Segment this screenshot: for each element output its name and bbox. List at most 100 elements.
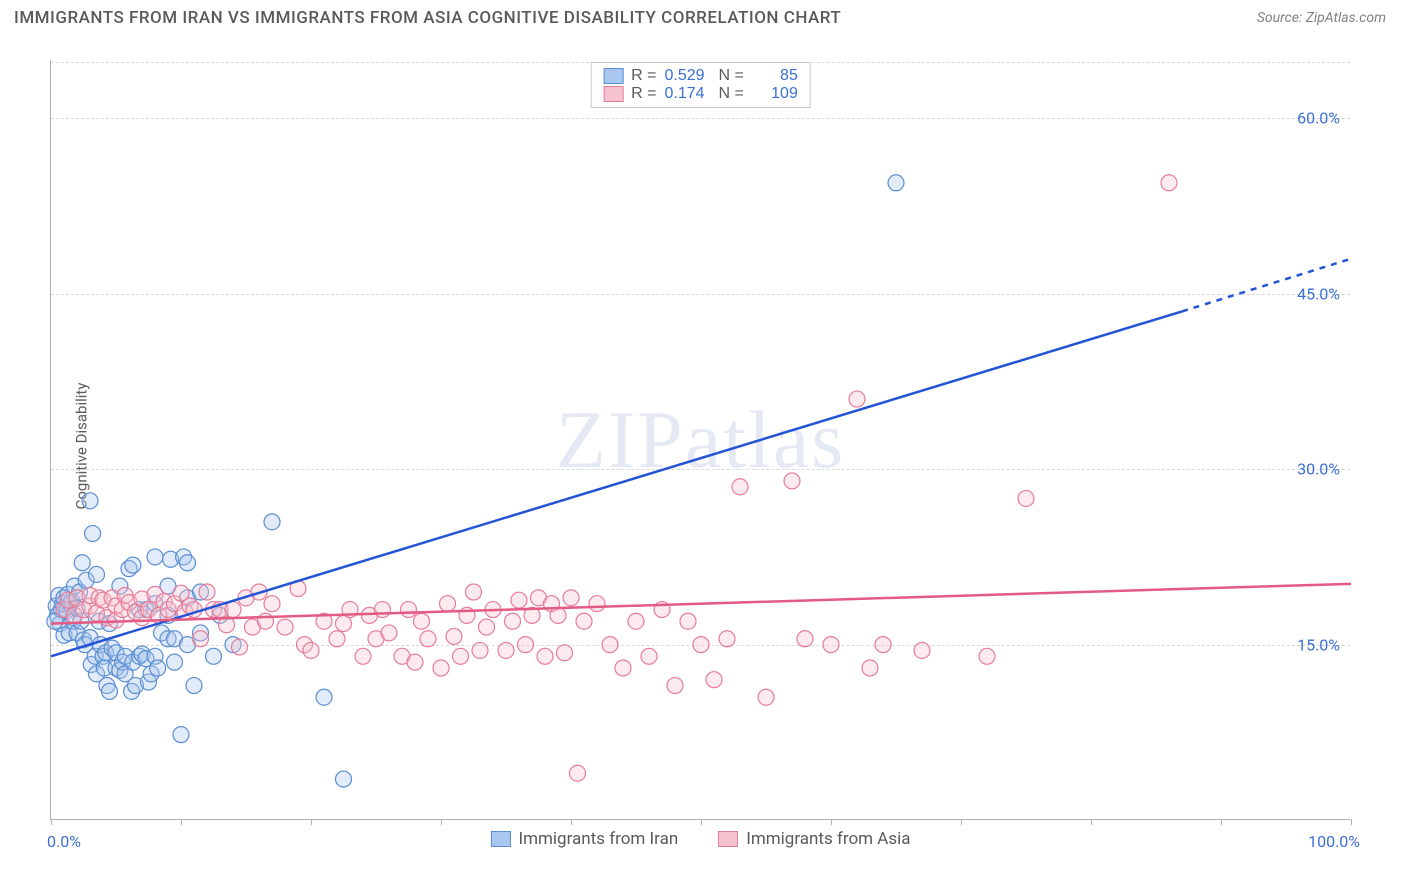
- r-value-iran: 0.529: [665, 67, 711, 85]
- scatter-point: [193, 631, 209, 647]
- stats-row-iran: R = 0.529 N = 85: [603, 67, 798, 85]
- scatter-point: [329, 631, 345, 647]
- scatter-point: [440, 596, 456, 612]
- scatter-point: [466, 584, 482, 600]
- scatter-point: [511, 592, 527, 608]
- scatter-point: [446, 628, 462, 644]
- scatter-point: [537, 648, 553, 664]
- trend-line-dashed: [1182, 259, 1351, 312]
- scatter-point: [784, 473, 800, 489]
- x-tick: [1091, 819, 1092, 825]
- swatch-asia-icon: [603, 86, 623, 102]
- x-tick: [831, 819, 832, 825]
- scatter-point: [420, 631, 436, 647]
- scatter-point: [173, 727, 189, 743]
- scatter-point: [453, 648, 469, 664]
- scatter-point: [277, 619, 293, 635]
- x-tick-min: 0.0%: [47, 832, 81, 851]
- scatter-point: [563, 590, 579, 606]
- scatter-point: [979, 648, 995, 664]
- n-value-iran: 85: [752, 67, 798, 85]
- scatter-point: [589, 596, 605, 612]
- scatter-point: [303, 642, 319, 658]
- scatter-point: [186, 678, 202, 694]
- x-tick: [441, 819, 442, 825]
- scatter-point: [414, 613, 430, 629]
- scatter-point: [732, 479, 748, 495]
- stats-legend-box: R = 0.529 N = 85 R = 0.174 N = 109: [590, 62, 811, 108]
- scatter-point: [407, 654, 423, 670]
- x-tick-max: 100.0%: [1308, 832, 1360, 851]
- scatter-point: [102, 683, 118, 699]
- scatter-point: [401, 602, 417, 618]
- legend-item-asia: Immigrants from Asia: [718, 829, 910, 849]
- scatter-point: [232, 639, 248, 655]
- scatter-point: [433, 660, 449, 676]
- x-tick: [311, 819, 312, 825]
- scatter-point: [89, 566, 105, 582]
- scatter-point: [557, 645, 573, 661]
- scatter-point: [505, 613, 521, 629]
- scatter-point: [199, 584, 215, 600]
- source-attribution: Source: ZipAtlas.com: [1257, 10, 1386, 26]
- series-legend: Immigrants from Iran Immigrants from Asi…: [490, 829, 910, 849]
- scatter-point: [472, 642, 488, 658]
- scatter-point: [641, 648, 657, 664]
- scatter-point: [680, 613, 696, 629]
- x-tick: [1221, 819, 1222, 825]
- x-tick: [701, 819, 702, 825]
- scatter-point: [550, 607, 566, 623]
- scatter-point: [85, 526, 101, 542]
- scatter-point: [888, 175, 904, 191]
- scatter-point: [518, 637, 534, 653]
- scatter-point: [150, 660, 166, 676]
- scatter-point: [355, 648, 371, 664]
- scatter-point: [602, 637, 618, 653]
- scatter-point: [264, 514, 280, 530]
- scatter-point: [667, 678, 683, 694]
- x-tick: [961, 819, 962, 825]
- scatter-point: [1018, 490, 1034, 506]
- chart-plot-area: ZIPatlas 15.0%30.0%45.0%60.0% R = 0.529 …: [50, 60, 1350, 820]
- scatter-point: [225, 602, 241, 618]
- scatter-point: [849, 391, 865, 407]
- scatter-point: [797, 631, 813, 647]
- n-value-asia: 109: [752, 85, 798, 103]
- scatter-point: [82, 493, 98, 509]
- scatter-point: [628, 613, 644, 629]
- legend-label-iran: Immigrants from Iran: [518, 829, 678, 849]
- x-tick: [181, 819, 182, 825]
- trend-line: [51, 311, 1182, 656]
- chart-title: IMMIGRANTS FROM IRAN VS IMMIGRANTS FROM …: [14, 8, 841, 28]
- scatter-point: [147, 549, 163, 565]
- stats-row-asia: R = 0.174 N = 109: [603, 85, 798, 103]
- scatter-point: [74, 555, 90, 571]
- scatter-point: [167, 654, 183, 670]
- x-tick: [1351, 819, 1352, 825]
- swatch-iran-icon: [603, 68, 623, 84]
- scatter-point: [706, 672, 722, 688]
- n-label-2: N =: [719, 85, 744, 103]
- scatter-point: [823, 637, 839, 653]
- scatter-point: [875, 637, 891, 653]
- scatter-point: [576, 613, 592, 629]
- source-name: ZipAtlas.com: [1306, 10, 1386, 26]
- x-tick: [51, 819, 52, 825]
- scatter-point: [375, 602, 391, 618]
- scatter-point: [125, 557, 141, 573]
- source-label: Source:: [1257, 10, 1302, 26]
- scatter-point: [336, 771, 352, 787]
- scatter-point: [914, 642, 930, 658]
- legend-item-iran: Immigrants from Iran: [490, 829, 678, 849]
- scatter-point: [180, 555, 196, 571]
- scatter-point: [479, 619, 495, 635]
- scatter-point: [206, 648, 222, 664]
- scatter-point: [570, 765, 586, 781]
- n-label: N =: [719, 67, 744, 85]
- title-bar: IMMIGRANTS FROM IRAN VS IMMIGRANTS FROM …: [0, 0, 1406, 32]
- scatter-point: [719, 631, 735, 647]
- legend-label-asia: Immigrants from Asia: [746, 829, 910, 849]
- scatter-point: [693, 637, 709, 653]
- scatter-point: [498, 642, 514, 658]
- x-tick: [571, 819, 572, 825]
